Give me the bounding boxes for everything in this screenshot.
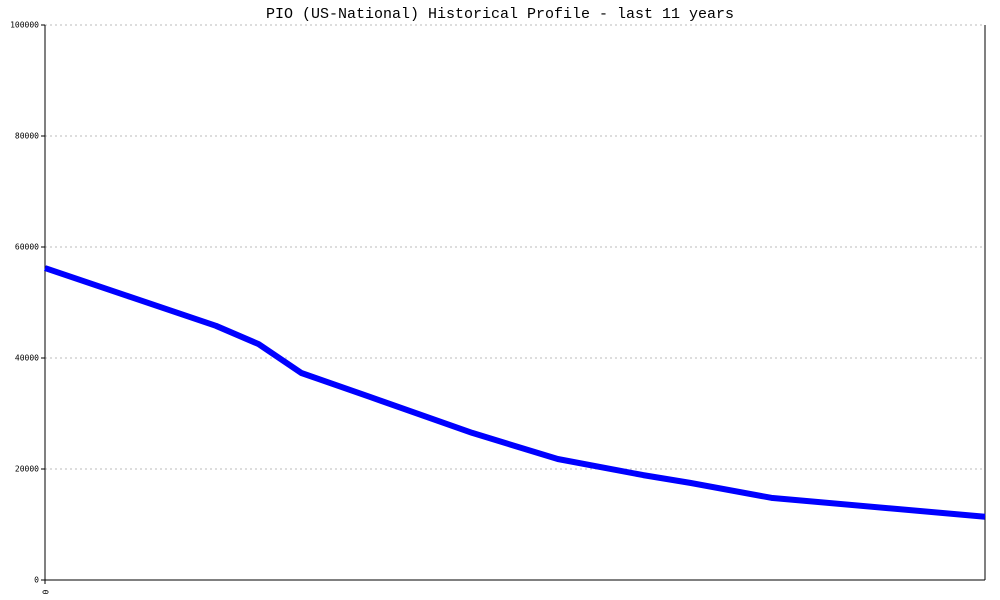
- series-line: [44, 265, 986, 520]
- x-tick-label: 0: [41, 590, 50, 595]
- y-tick-label: 60000: [15, 243, 39, 252]
- y-tick-label: 40000: [15, 354, 39, 363]
- chart-title: PIO (US-National) Historical Profile - l…: [266, 6, 734, 23]
- y-tick-label: 100000: [10, 21, 39, 30]
- y-tick-label: 0: [34, 576, 39, 585]
- y-tick-label: 20000: [15, 465, 39, 474]
- y-tick-label: 80000: [15, 132, 39, 141]
